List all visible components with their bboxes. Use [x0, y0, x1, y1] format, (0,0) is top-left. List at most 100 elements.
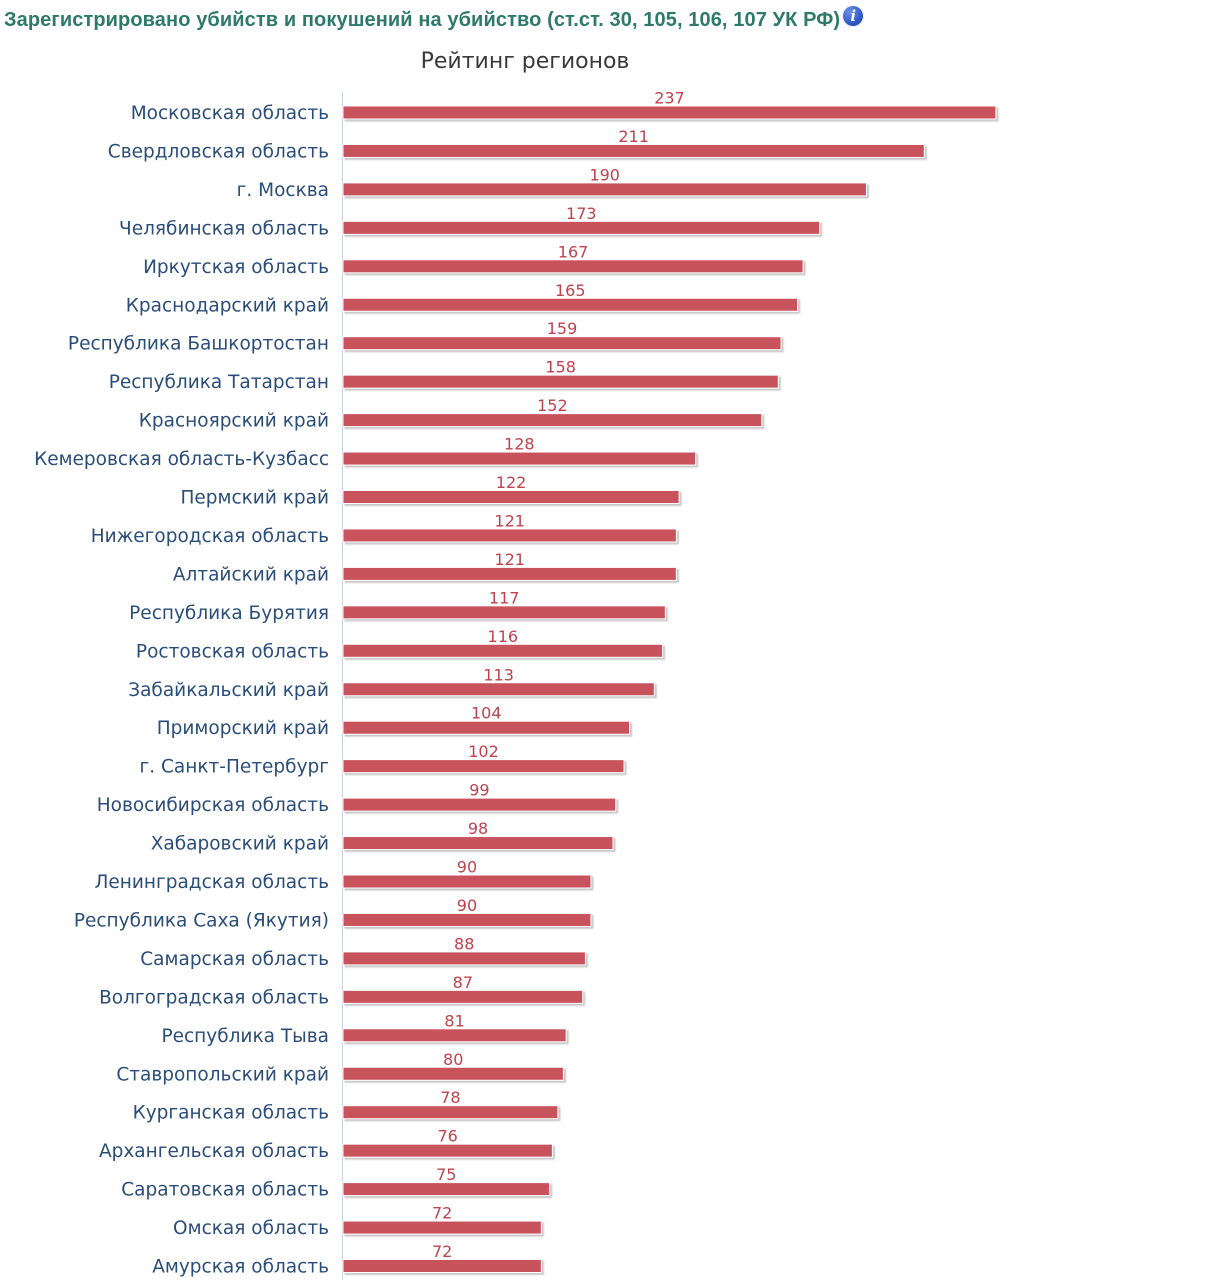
bars-group — [342, 105, 997, 1273]
value-label-23: 88 — [454, 934, 474, 953]
category-label-8: Республика Татарстан — [109, 372, 329, 393]
category-label-4: Челябинская область — [119, 218, 329, 239]
value-label-29: 75 — [436, 1165, 456, 1184]
bar-26[interactable] — [342, 1066, 564, 1081]
category-label-27: Курганская область — [133, 1103, 329, 1124]
value-label-18: 102 — [468, 742, 499, 761]
value-label-22: 90 — [457, 896, 477, 915]
category-label-15: Ростовская область — [136, 641, 329, 662]
category-label-11: Пермский край — [180, 488, 329, 509]
value-label-24: 87 — [453, 973, 473, 992]
value-label-12: 121 — [494, 511, 525, 530]
info-icon[interactable]: i — [842, 5, 865, 27]
category-label-26: Ставропольский край — [116, 1064, 329, 1085]
category-label-22: Республика Саха (Якутия) — [74, 910, 329, 931]
header-title: Зарегистрировано убийств и покушений на … — [4, 8, 841, 31]
value-label-25: 81 — [444, 1011, 464, 1030]
category-label-30: Омская область — [173, 1218, 329, 1239]
chart-title: Рейтинг регионов — [421, 49, 630, 74]
bar-17[interactable] — [342, 720, 631, 735]
bar-15[interactable] — [342, 643, 664, 658]
bar-3[interactable] — [342, 182, 867, 197]
bar-7[interactable] — [342, 336, 782, 351]
value-label-15: 116 — [488, 627, 519, 646]
category-label-23: Самарская область — [140, 949, 329, 970]
bar-18[interactable] — [342, 759, 625, 774]
category-label-1: Московская область — [131, 103, 329, 124]
category-label-13: Алтайский край — [173, 564, 329, 585]
bar-12[interactable] — [342, 528, 677, 543]
bar-24[interactable] — [342, 989, 584, 1004]
bar-9[interactable] — [342, 413, 763, 428]
value-label-8: 158 — [545, 358, 576, 377]
bar-28[interactable] — [342, 1143, 553, 1158]
value-label-9: 152 — [537, 396, 568, 415]
value-label-16: 113 — [483, 665, 514, 684]
category-label-10: Кемеровская область-Кузбасс — [34, 449, 329, 470]
bar-14[interactable] — [342, 605, 666, 620]
value-labels-group: 237 211 190 173 167 165 159 158 152 128 122 121 121 1… — [432, 89, 685, 1262]
value-label-1: 237 — [654, 89, 685, 108]
category-label-12: Нижегородская область — [91, 526, 329, 547]
value-label-21: 90 — [457, 858, 477, 877]
category-label-31: Амурская область — [152, 1257, 329, 1278]
category-label-20: Хабаровский край — [151, 834, 329, 855]
category-label-9: Красноярский край — [139, 411, 329, 432]
bar-31[interactable] — [342, 1259, 542, 1273]
bar-21[interactable] — [342, 874, 592, 889]
category-label-28: Архангельская область — [99, 1141, 329, 1162]
value-label-6: 165 — [555, 281, 586, 300]
category-label-25: Республика Тыва — [161, 1026, 329, 1047]
value-label-11: 122 — [496, 473, 527, 492]
category-label-16: Забайкальский край — [128, 680, 329, 701]
bar-10[interactable] — [342, 451, 697, 466]
bar-11[interactable] — [342, 490, 680, 504]
category-label-21: Ленинградская область — [94, 872, 329, 893]
value-label-31: 72 — [432, 1242, 452, 1261]
category-label-7: Республика Башкортостан — [68, 334, 329, 355]
bar-19[interactable] — [342, 797, 617, 812]
value-label-5: 167 — [558, 242, 589, 261]
value-label-17: 104 — [471, 704, 502, 723]
value-label-27: 78 — [440, 1088, 460, 1107]
bar-30[interactable] — [342, 1220, 542, 1235]
chart-header: Зарегистрировано убийств и покушений на … — [4, 5, 865, 34]
bar-8[interactable] — [342, 374, 779, 389]
category-labels-group: Московская область Свердловская область г.… — [34, 103, 329, 1278]
bar-2[interactable] — [342, 143, 925, 158]
category-label-29: Саратовская область — [121, 1180, 329, 1201]
value-label-10: 128 — [504, 435, 535, 454]
bar-1[interactable] — [342, 105, 997, 120]
bar-13[interactable] — [342, 566, 677, 581]
category-label-5: Иркутская область — [143, 257, 329, 278]
value-label-30: 72 — [432, 1204, 452, 1223]
bar-16[interactable] — [342, 682, 655, 697]
bar-5[interactable] — [342, 259, 804, 274]
bar-22[interactable] — [342, 912, 592, 927]
value-label-19: 99 — [469, 781, 489, 800]
value-label-14: 117 — [489, 588, 520, 607]
category-label-6: Краснодарский край — [126, 295, 329, 316]
bar-23[interactable] — [342, 951, 586, 966]
category-label-3: г. Москва — [237, 180, 329, 201]
category-label-17: Приморский край — [157, 718, 329, 739]
bar-6[interactable] — [342, 297, 799, 312]
bar-27[interactable] — [342, 1105, 559, 1120]
value-label-2: 211 — [618, 127, 649, 146]
category-label-24: Волгоградская область — [99, 987, 329, 1008]
value-label-26: 80 — [443, 1050, 463, 1069]
value-label-4: 173 — [566, 204, 597, 223]
value-label-20: 98 — [468, 819, 488, 838]
value-label-3: 190 — [589, 165, 620, 184]
category-label-18: г. Санкт-Петербург — [140, 757, 329, 778]
category-label-2: Свердловская область — [108, 141, 329, 162]
value-label-13: 121 — [494, 550, 525, 569]
bar-25[interactable] — [342, 1028, 567, 1043]
bar-29[interactable] — [342, 1182, 551, 1197]
bar-4[interactable] — [342, 220, 821, 235]
value-label-7: 159 — [547, 319, 578, 338]
bar-20[interactable] — [342, 836, 614, 851]
category-label-19: Новосибирская область — [97, 795, 329, 816]
